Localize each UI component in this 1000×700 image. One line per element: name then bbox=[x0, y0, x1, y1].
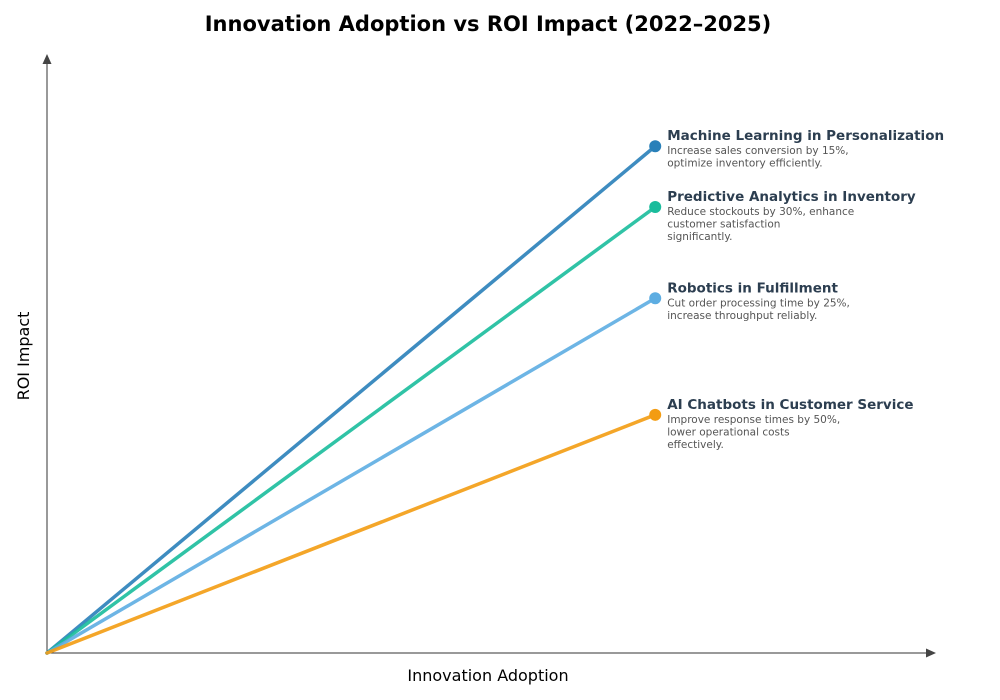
annotation-description: effectively. bbox=[667, 439, 724, 451]
series-line bbox=[45, 144, 657, 655]
annotation-description: Reduce stockouts by 30%, enhance bbox=[667, 206, 854, 218]
annotation-title: Machine Learning in Personalization bbox=[667, 128, 944, 144]
annotation-title: Predictive Analytics in Inventory bbox=[667, 189, 916, 205]
annotation-description: significantly. bbox=[667, 231, 732, 243]
series-predictive-analytics-in-inventory: Predictive Analytics in InventoryReduce … bbox=[45, 189, 916, 655]
x-axis-arrow-icon bbox=[926, 648, 936, 658]
annotation-description: increase throughput reliably. bbox=[667, 310, 817, 322]
chart-title: Innovation Adoption vs ROI Impact (2022–… bbox=[205, 12, 772, 36]
series-line bbox=[45, 205, 657, 655]
annotation-description: lower operational costs bbox=[667, 426, 789, 438]
annotation-description: Improve response times by 50%, bbox=[667, 414, 840, 426]
series-line bbox=[45, 413, 657, 655]
y-axis-label: ROI Impact bbox=[14, 312, 33, 401]
x-axis bbox=[47, 648, 936, 658]
annotation-description: Cut order processing time by 25%, bbox=[667, 297, 850, 309]
series-machine-learning-in-personalization: Machine Learning in PersonalizationIncre… bbox=[45, 128, 944, 655]
y-axis-arrow-icon bbox=[42, 54, 52, 64]
annotation-title: AI Chatbots in Customer Service bbox=[667, 397, 913, 413]
y-axis bbox=[42, 54, 52, 653]
annotation-description: customer satisfaction bbox=[667, 219, 780, 231]
annotation-description: Increase sales conversion by 15%, bbox=[667, 145, 848, 157]
end-point-marker bbox=[649, 292, 662, 305]
series-layer: Machine Learning in PersonalizationIncre… bbox=[45, 128, 944, 655]
end-point-marker bbox=[649, 140, 662, 153]
end-point-marker bbox=[649, 408, 662, 421]
series-line bbox=[45, 296, 657, 655]
annotation-title: Robotics in Fulfillment bbox=[667, 280, 838, 296]
annotation-description: optimize inventory efficiently. bbox=[667, 158, 822, 170]
end-point-marker bbox=[649, 201, 662, 214]
x-axis-label: Innovation Adoption bbox=[407, 666, 568, 685]
